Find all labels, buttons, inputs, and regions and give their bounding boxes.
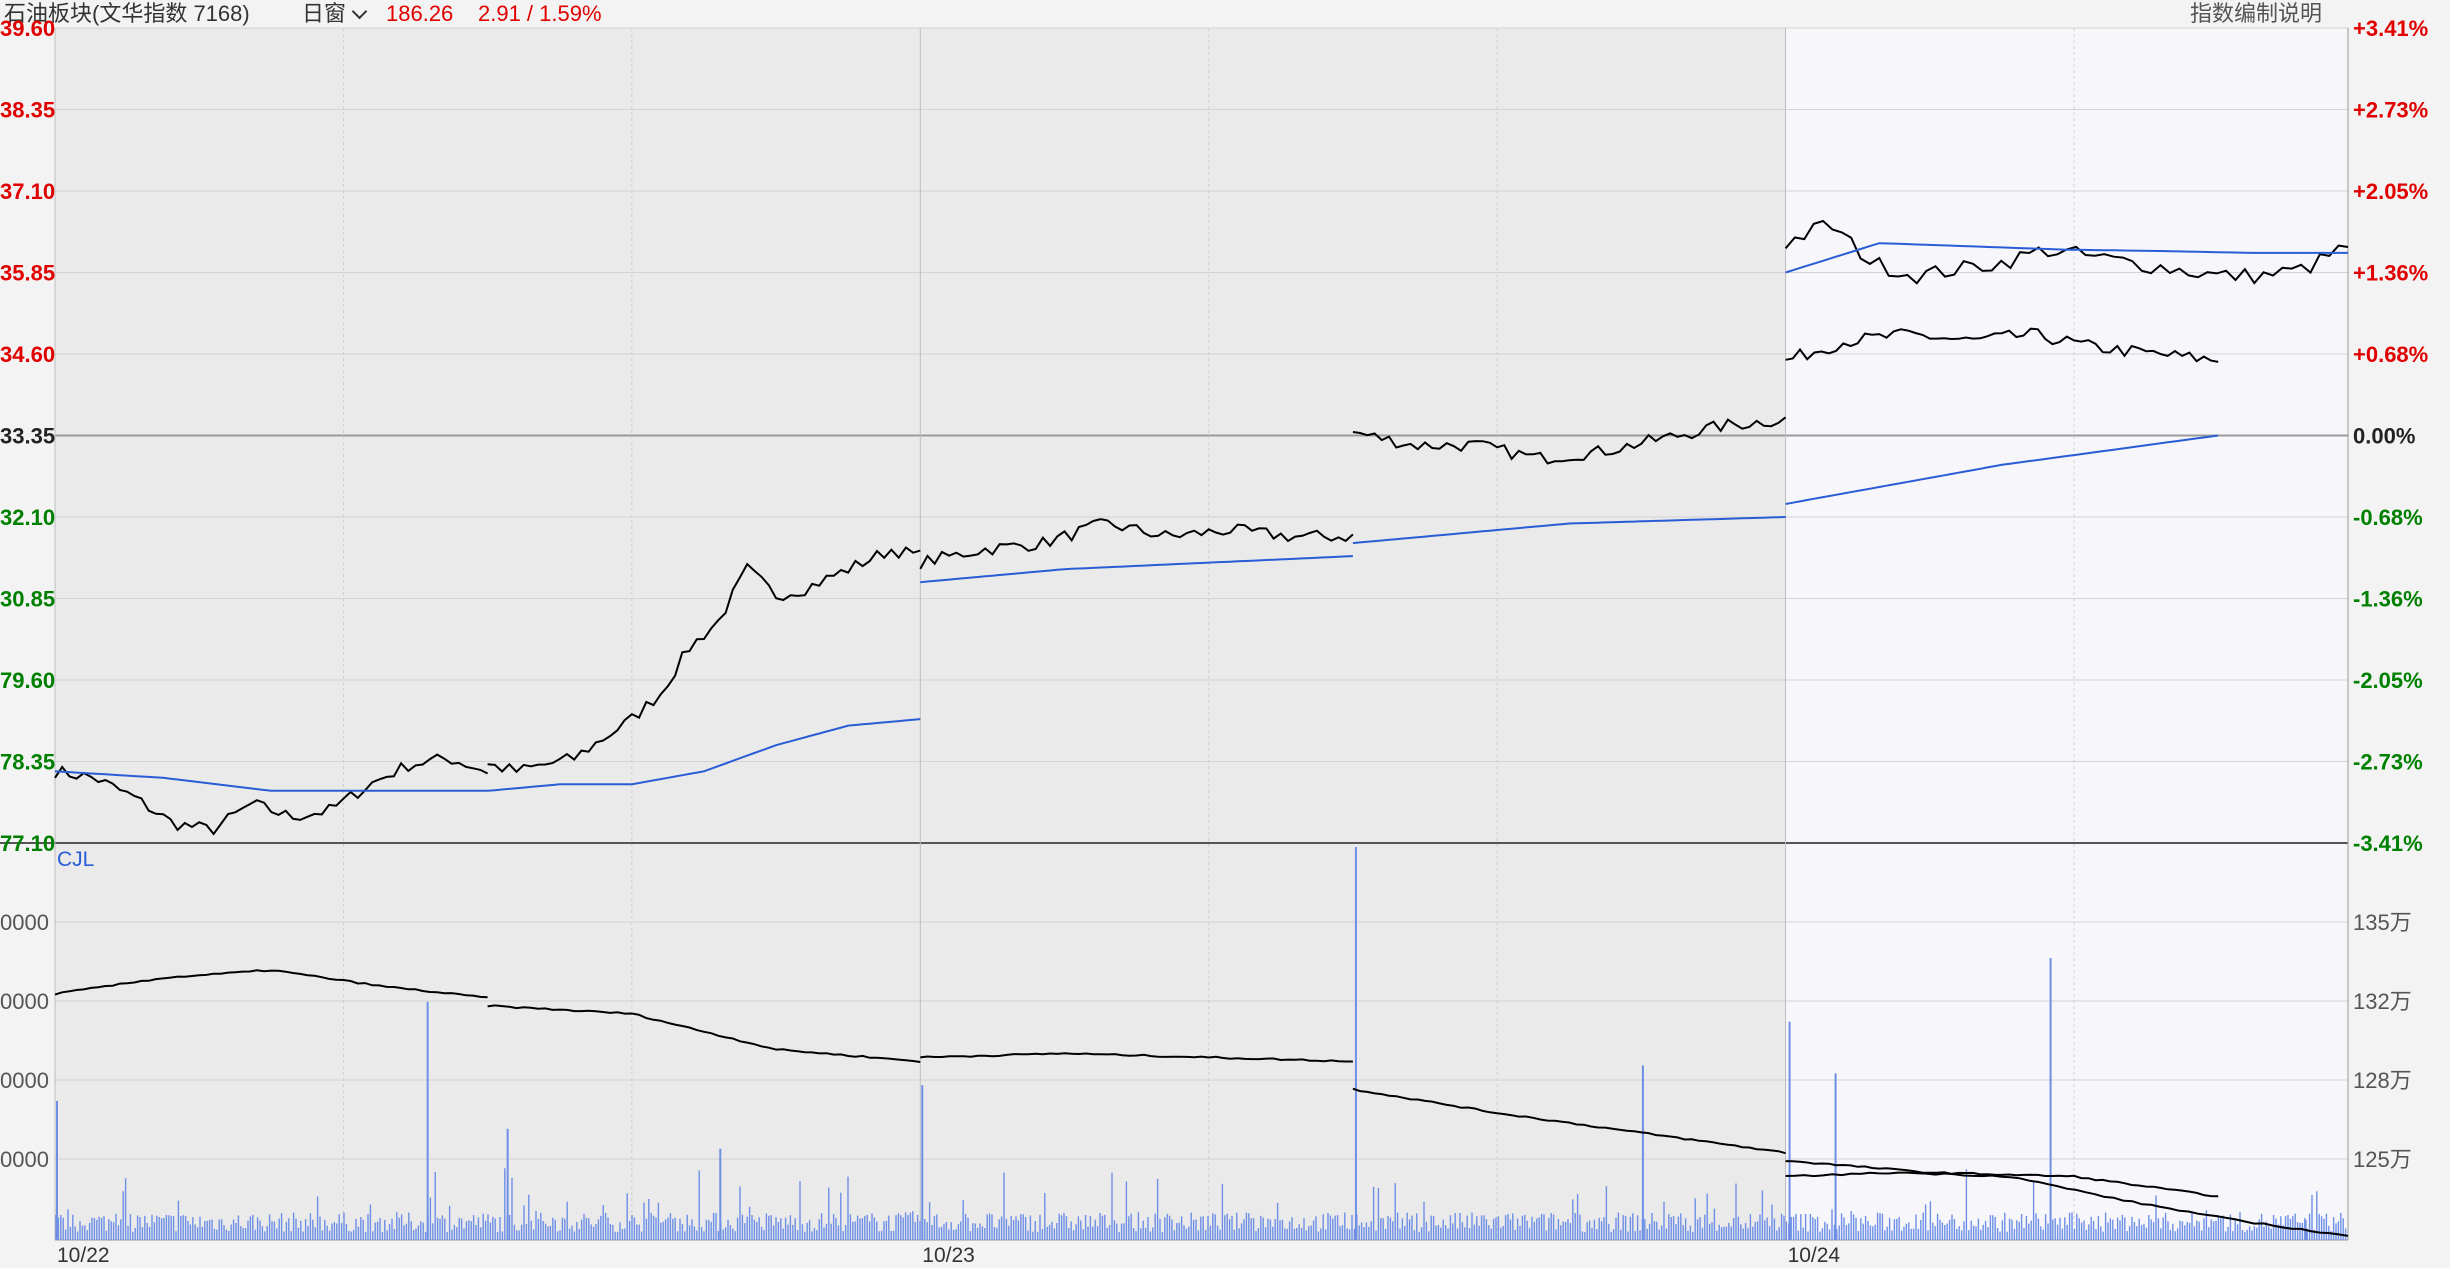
quote-header: 石油板块(文华指数 7168) 日窗 186.26 2.91 / 1.59% 指… xyxy=(0,0,2450,28)
volume-left-tick: 0000 xyxy=(0,910,49,935)
left-tick-label: 79.60 xyxy=(0,668,55,693)
volume-line xyxy=(1352,1087,1786,1155)
right-tick-label: -3.41% xyxy=(2353,831,2423,856)
volume-left-tick: 0000 xyxy=(0,989,49,1014)
left-tick-label: 35.85 xyxy=(0,261,55,286)
volume-right-tick: 135万 xyxy=(2353,910,2412,935)
volume-series-label: CJL xyxy=(57,848,94,871)
day-shade xyxy=(55,28,921,1240)
window-selector[interactable]: 日窗 xyxy=(302,0,371,28)
volume-line xyxy=(920,1052,1353,1063)
price-line xyxy=(54,753,489,836)
right-tick-label: 0.00% xyxy=(2353,424,2415,449)
avg-price-line xyxy=(1352,516,1786,545)
price-lines xyxy=(54,219,2349,836)
left-tick-label: 33.35 xyxy=(0,424,55,449)
right-tick-label: +1.36% xyxy=(2353,261,2428,286)
axis-labels: 39.60 +3.41% 38.35 +2.73% 37.10 +2.05% 35.85 +1… xyxy=(0,16,2428,1267)
price-change: 2.91 / 1.59% xyxy=(478,1,602,26)
window-label[interactable]: 日窗 xyxy=(302,1,347,26)
price-line xyxy=(487,546,921,774)
volume-line xyxy=(1785,1171,2349,1237)
right-tick-label: -2.05% xyxy=(2353,668,2423,693)
last-price: 186.26 xyxy=(386,1,454,26)
right-tick-label: +2.05% xyxy=(2353,179,2428,204)
volume-right-tick: 125万 xyxy=(2353,1147,2412,1172)
volume-right-tick: 132万 xyxy=(2353,989,2412,1014)
index-name: 石油板块(文华指数 7168) xyxy=(4,1,250,26)
day-shade xyxy=(920,28,1786,1240)
volume-left-tick: 0000 xyxy=(0,1068,49,1093)
right-tick-label: -1.36% xyxy=(2353,587,2423,612)
avg-price-line xyxy=(1785,242,2348,274)
left-tick-label: 32.10 xyxy=(0,505,55,530)
avg-price-line xyxy=(920,555,1353,584)
left-tick-label: 77.10 xyxy=(0,831,55,856)
index-help-link[interactable]: 指数编制说明 xyxy=(2189,1,2322,26)
volume-right-tick: 128万 xyxy=(2353,1068,2412,1093)
left-tick-label: 34.60 xyxy=(0,342,55,367)
avg-price-line xyxy=(54,770,488,792)
left-tick-label: 30.85 xyxy=(0,587,55,612)
left-tick-label: 78.35 xyxy=(0,750,55,775)
volume-line xyxy=(54,969,488,999)
price-line xyxy=(1785,327,2219,363)
avg-price-line xyxy=(487,718,921,792)
left-tick-label: 38.35 xyxy=(0,98,55,123)
avg-price-line xyxy=(1785,434,2219,505)
price-line xyxy=(919,518,1354,570)
right-tick-label: +0.68% xyxy=(2353,342,2428,367)
volume-panel xyxy=(54,846,2349,1240)
volume-line xyxy=(1785,1160,2219,1198)
left-tick-label: 39.60 xyxy=(0,16,55,41)
x-tick-label: 10/24 xyxy=(1788,1244,1841,1267)
price-line xyxy=(1352,416,1787,465)
right-tick-label: -2.73% xyxy=(2353,750,2423,775)
right-tick-label: -0.68% xyxy=(2353,505,2423,530)
right-tick-label: +2.73% xyxy=(2353,98,2428,123)
session-shading xyxy=(55,28,2348,1240)
volume-line xyxy=(487,1004,921,1063)
x-tick-label: 10/22 xyxy=(57,1244,110,1267)
left-tick-label: 37.10 xyxy=(0,179,55,204)
volume-left-tick: 0000 xyxy=(0,1147,49,1172)
right-tick-label: +3.41% xyxy=(2353,16,2428,41)
x-tick-label: 10/23 xyxy=(922,1244,975,1267)
